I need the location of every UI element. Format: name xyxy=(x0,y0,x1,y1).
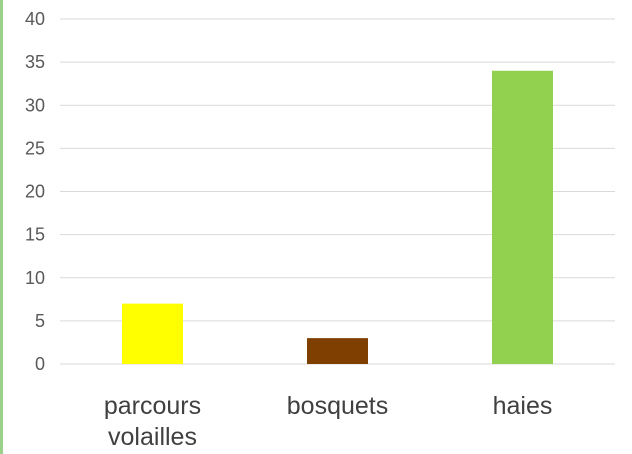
category-label-bosquets-line-1: bosquets xyxy=(287,392,388,420)
y-tick-label-10: 10 xyxy=(25,268,45,288)
bar-parcours-volailles xyxy=(122,303,183,364)
y-tick-label-25: 25 xyxy=(25,138,45,158)
bar-haies xyxy=(492,70,553,364)
y-tick-label-15: 15 xyxy=(25,225,45,245)
bar-bosquets xyxy=(307,338,368,364)
y-tick-label-30: 30 xyxy=(25,95,45,115)
y-tick-label-5: 5 xyxy=(35,311,45,331)
category-label-parcours-volailles-line-2: volailles xyxy=(108,423,197,451)
y-tick-label-40: 40 xyxy=(25,9,45,29)
frame-left-border xyxy=(0,0,3,454)
y-tick-label-0: 0 xyxy=(35,354,45,374)
category-label-parcours-volailles-line-1: parcours xyxy=(104,392,201,420)
category-label-haies-line-1: haies xyxy=(493,392,553,420)
y-tick-label-20: 20 xyxy=(25,182,45,202)
y-tick-label-35: 35 xyxy=(25,52,45,72)
